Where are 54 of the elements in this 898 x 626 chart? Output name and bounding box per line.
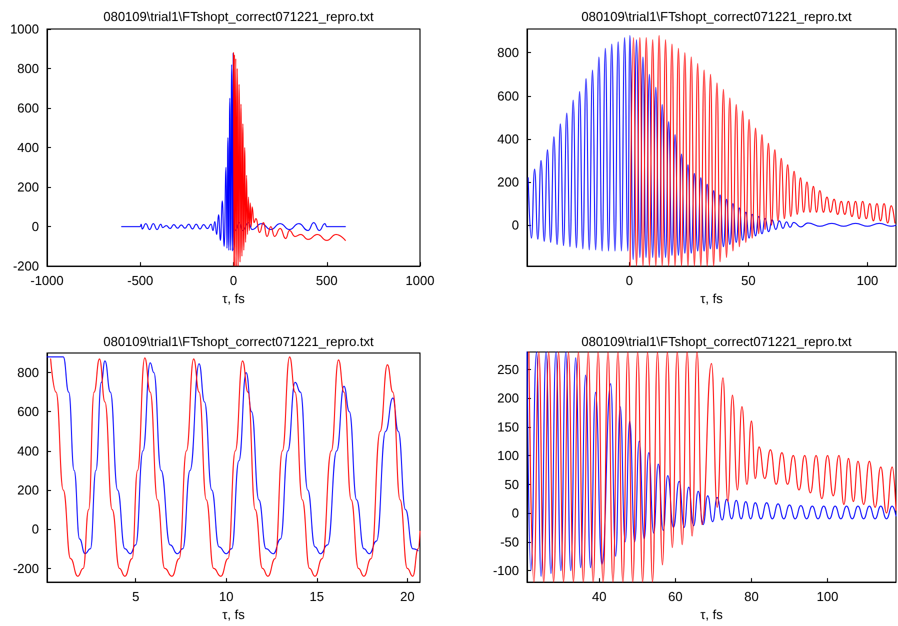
chart-title: 080109\trial1\FTshopt_correct071221_repro.txt: [581, 9, 852, 24]
x-tick-label: 0: [626, 273, 633, 288]
x-tick-label: 0: [230, 273, 238, 288]
x-tick-label: 50: [741, 273, 756, 288]
y-tick-label: -200: [12, 258, 39, 274]
y-tick-label: 100: [497, 448, 519, 464]
chart-title: 080109\trial1\FTshopt_correct071221_repro.txt: [103, 9, 374, 24]
x-tick-label: 1000: [406, 273, 434, 288]
x-axis-title: τ, fs: [222, 291, 246, 306]
x-tick-label: 40: [592, 589, 607, 604]
y-tick-label: 200: [497, 174, 519, 190]
y-tick-label: 50: [504, 476, 519, 492]
y-tick-label: 800: [497, 45, 519, 60]
y-tick-label: 0: [32, 219, 39, 234]
y-tick-label: 400: [17, 443, 39, 458]
x-axis-title: τ, fs: [700, 291, 724, 306]
y-tick-label: 200: [17, 180, 39, 195]
chart-title: 080109\trial1\FTshopt_correct071221_repro.txt: [103, 334, 374, 349]
y-tick-label: 600: [17, 404, 39, 420]
x-axis-title: τ, fs: [222, 607, 246, 622]
x-tick-label: 100: [856, 273, 878, 288]
line-series: [528, 34, 896, 260]
y-tick-label: -200: [12, 560, 39, 576]
x-tick-label: 100: [816, 589, 838, 604]
y-tick-label: 200: [17, 482, 39, 498]
y-tick-label: 400: [17, 140, 39, 156]
y-tick-label: -50: [500, 534, 519, 550]
y-tick-label: 250: [497, 362, 519, 377]
line-series: [630, 34, 896, 267]
x-tick-label: 80: [744, 589, 759, 604]
y-tick-label: 1000: [10, 22, 39, 36]
x-tick-label: 15: [310, 589, 324, 604]
y-tick-label: 400: [497, 131, 519, 146]
chart-title: 080109\trial1\FTshopt_correct071221_repro.txt: [581, 334, 852, 349]
line-series: [121, 52, 346, 252]
x-tick-label: 500: [316, 273, 338, 288]
y-tick-label: 200: [497, 390, 519, 406]
y-tick-label: 0: [512, 218, 519, 233]
y-tick-label: 800: [17, 365, 39, 380]
line-series: [233, 52, 346, 267]
x-tick-label: 5: [132, 589, 140, 604]
x-axis-title: τ, fs: [700, 607, 724, 622]
x-tick-label: 60: [668, 589, 683, 604]
y-tick-label: 0: [32, 522, 39, 537]
y-tick-label: 800: [17, 61, 39, 76]
y-tick-label: 0: [512, 506, 519, 521]
x-tick-label: 20: [400, 589, 415, 604]
y-tick-label: 600: [497, 88, 519, 104]
x-tick-label: -500: [127, 273, 154, 288]
y-tick-label: -100: [492, 563, 519, 578]
y-tick-label: 600: [17, 100, 39, 116]
x-tick-label: 10: [219, 589, 234, 604]
y-tick-label: 150: [497, 419, 519, 434]
x-tick-label: -1000: [30, 273, 64, 288]
